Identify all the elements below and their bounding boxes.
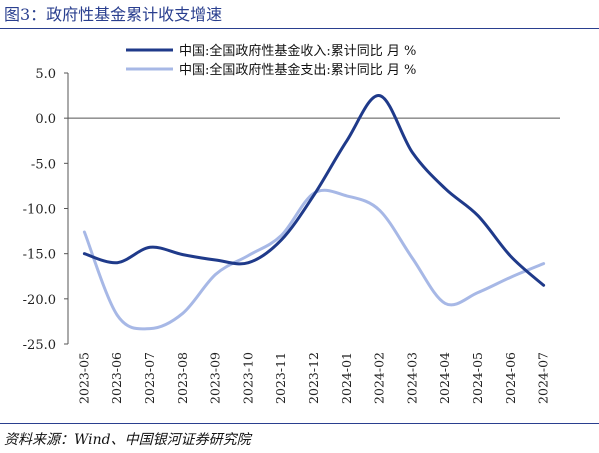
x-tick-label: 2023-07 [142,352,157,404]
y-tick-label: -25.0 [23,338,56,353]
legend-label-expenditure: 中国:全国政府性基金支出:累计同比 月 % [179,62,416,78]
x-tick-label: 2023-11 [273,352,288,404]
x-tick-label: 2023-12 [306,352,321,404]
series-lines [82,94,546,331]
x-tick-label: 2024-04 [437,352,452,404]
x-tick-label: 2023-09 [208,352,223,404]
x-tick-label: 2024-05 [470,352,485,404]
source-note: 资料来源：Wind、中国银河证券研究院 [4,432,251,448]
y-tick-label: -10.0 [23,203,56,218]
legend: 中国:全国政府性基金收入:累计同比 月 % 中国:全国政府性基金支出:累计同比 … [126,43,416,78]
x-tick-label: 2023-10 [240,352,255,404]
figure-title: 图3：政府性基金累计收支增速 [4,5,223,24]
x-tick-label: 2024-02 [372,352,387,404]
y-axis: 5.0 0.0 -5.0 -10.0 -15.0 -20.0 -25.0 [23,67,69,353]
y-tick-label: 0.0 [35,112,56,127]
y-tick-label: -5.0 [31,157,56,172]
x-tick-label: 2024-01 [339,352,354,404]
x-tick-label: 2024-06 [503,352,518,404]
series-line-income [82,94,546,287]
x-tick-label: 2023-05 [76,352,91,404]
x-tick-label: 2024-03 [404,352,419,404]
chart: 5.00.0-5.0-10.0-15.0-20.0-25.0 2023-05 20… [23,43,560,404]
legend-label-income: 中国:全国政府性基金收入:累计同比 月 % [179,43,416,59]
top-rule [0,28,599,29]
x-tick-label: 2023-08 [175,352,190,404]
y-tick-label: -20.0 [23,293,56,308]
x-tick-label: 2024-07 [536,352,551,404]
x-axis: 2023-05 2023-06 2023-07 2023-08 2023-09 2023-… [68,117,560,404]
y-tick-label: 5.0 [35,67,56,82]
y-tick-label: -15.0 [23,248,56,263]
bottom-rule [0,423,599,424]
x-tick-label: 2023-06 [109,352,124,404]
